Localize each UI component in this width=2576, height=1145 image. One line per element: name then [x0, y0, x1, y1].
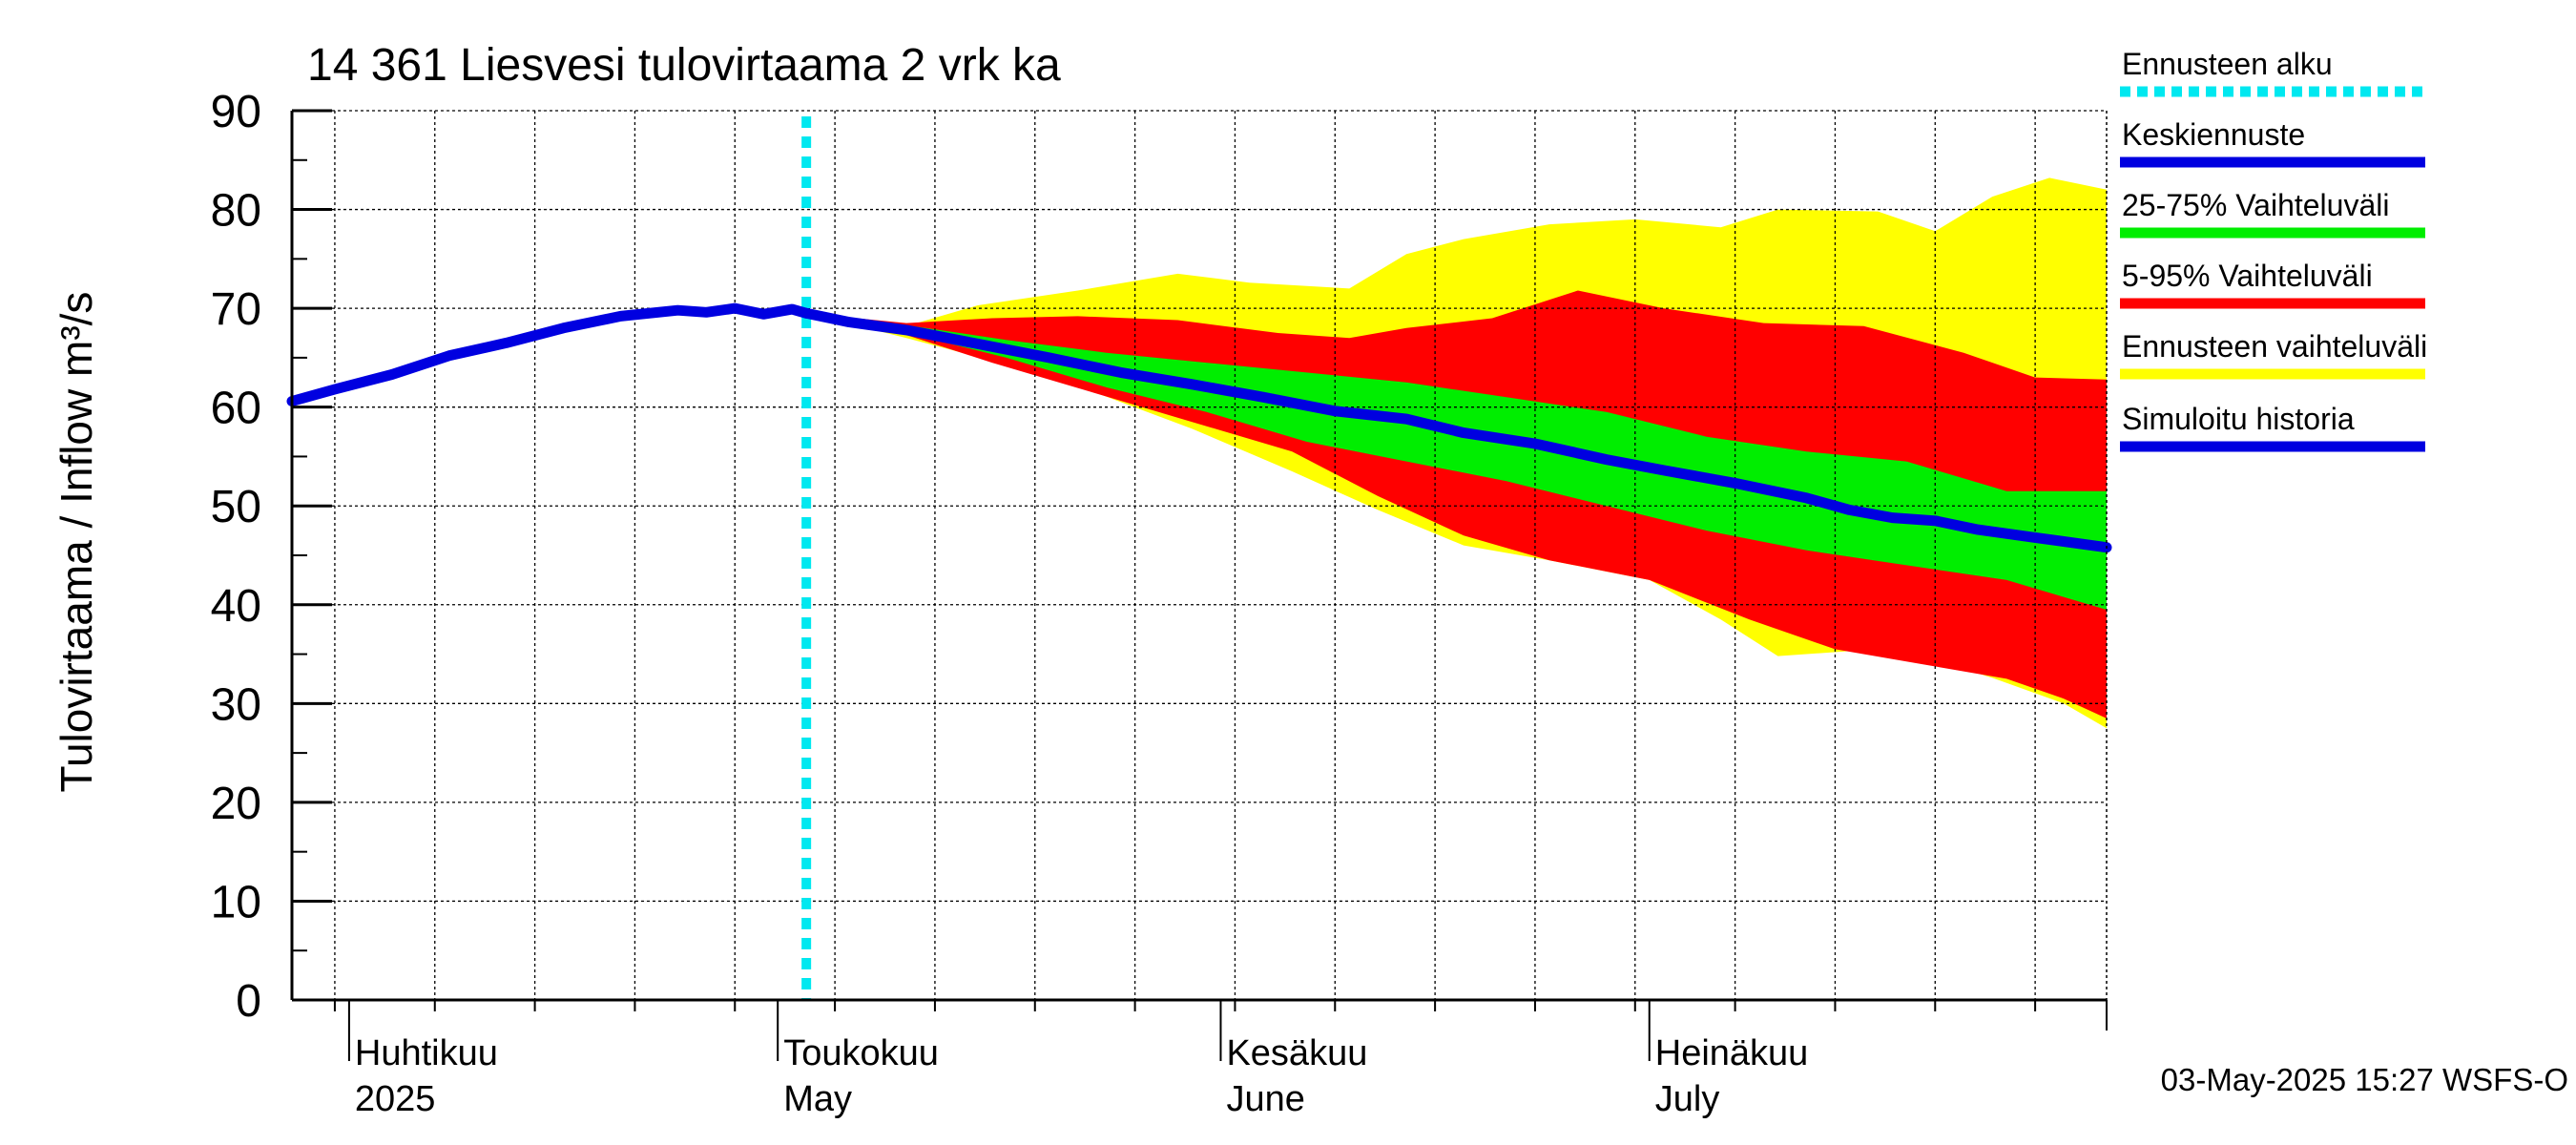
legend-label: Ennusteen alku [2122, 47, 2333, 81]
month-label-fi: Heinäkuu [1655, 1033, 1809, 1073]
chart-title: 14 361 Liesvesi tulovirtaama 2 vrk ka [307, 40, 1061, 91]
axes [290, 109, 2108, 1061]
y-tick-label: 20 [211, 779, 261, 829]
band-2-area [806, 290, 2107, 718]
legend-label: 25-75% Vaihteluväli [2122, 188, 2389, 222]
y-tick-label: 10 [211, 877, 261, 927]
y-tick-label: 70 [211, 284, 261, 335]
y-tick-label: 0 [236, 976, 261, 1027]
forecast-bands [806, 177, 2107, 729]
legend-label: Keskiennuste [2122, 117, 2305, 152]
month-label-en: July [1655, 1079, 1720, 1119]
month-label-fi: Huhtikuu [355, 1033, 498, 1073]
timestamp-label: 03-May-2025 15:27 WSFS-O [2161, 1062, 2568, 1097]
month-label-en: 2025 [355, 1079, 436, 1119]
history-line [286, 302, 812, 406]
median-forecast-line [800, 307, 2112, 553]
y-tick-label: 90 [211, 87, 261, 137]
band-3-area [806, 313, 2107, 610]
y-axis-label: Tulovirtaama / Inflow m³/s [52, 292, 101, 793]
y-tick-label: 50 [211, 482, 261, 532]
tick-labels: Huhtikuu 2025 Toukokuu May Kesäkuu June Heinäk… [211, 87, 1809, 1119]
y-tick-label: 40 [211, 581, 261, 632]
month-label-en: June [1226, 1079, 1304, 1119]
month-label-fi: Toukokuu [783, 1033, 939, 1073]
month-label-fi: Kesäkuu [1226, 1033, 1367, 1073]
y-tick-label: 60 [211, 384, 261, 434]
legend-label: Simuloitu historia [2122, 402, 2355, 436]
series-lines [286, 116, 2112, 1000]
grid-lines [292, 110, 2107, 1000]
legend: Ennusteen alku Keskiennuste 25-75% Vaihtel… [2120, 47, 2427, 452]
legend-label: 5-95% Vaihteluväli [2122, 259, 2373, 293]
legend-label: Ennusteen vaihteluväli [2122, 329, 2427, 364]
month-label-en: May [783, 1079, 852, 1119]
y-tick-label: 30 [211, 679, 261, 730]
y-tick-label: 80 [211, 186, 261, 237]
